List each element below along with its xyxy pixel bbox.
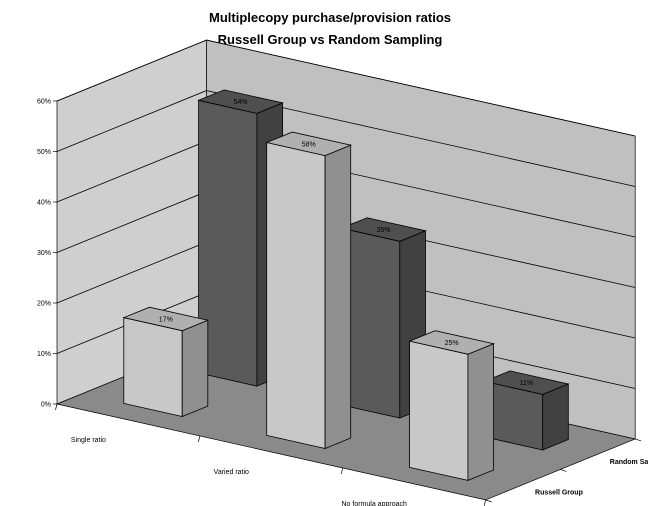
data-label: 25%	[445, 340, 459, 347]
bar-top	[265, 131, 353, 157]
chart-title-line-2: Russell Group vs Random Sampling	[218, 32, 443, 47]
bar-side	[467, 343, 495, 481]
bar-front	[123, 317, 183, 417]
bar: 25%	[408, 330, 495, 481]
z-tick-mark	[485, 499, 492, 503]
y-tick-label: 0%	[41, 402, 51, 409]
y-tick-label: 30%	[37, 250, 51, 257]
x-tick-label: Varied ratio	[214, 469, 249, 476]
y-tick-label: 10%	[37, 351, 51, 358]
bar: 58%	[265, 131, 353, 450]
y-tick-label: 20%	[37, 301, 51, 308]
x-tick-mark	[340, 467, 344, 475]
bar-top	[340, 217, 427, 242]
data-label: 11%	[520, 380, 534, 387]
plot-area: 0% 10% 20% 30% 40% 50% 60% Single ratio Varied r…	[37, 39, 648, 506]
z-tick-mark	[635, 438, 642, 442]
y-tick-label: 40%	[37, 200, 51, 207]
data-label: 58%	[302, 141, 316, 148]
gridline	[56, 90, 636, 187]
data-label: 17%	[159, 316, 173, 323]
gridline	[56, 39, 636, 137]
bar-top	[122, 306, 210, 332]
x-tick-mark	[198, 435, 201, 443]
bar-front	[266, 142, 326, 449]
x-tick-mark	[55, 403, 58, 411]
bar: 17%	[122, 306, 210, 418]
x-tick-label: Single ratio	[71, 437, 106, 444]
data-label: 54%	[234, 99, 248, 106]
bar-top	[482, 370, 570, 395]
bar-top	[197, 89, 284, 114]
chart-title-line-1: Multiplecopy purchase/provision ratios	[209, 10, 451, 25]
series-label: Random Sampling	[610, 459, 648, 466]
bar-side	[181, 319, 209, 418]
bar-side	[324, 144, 352, 450]
x-tick-label: No formula approach	[342, 501, 407, 506]
bar-side	[542, 383, 569, 451]
bar-front	[409, 340, 469, 481]
y-tick-label: 60%	[37, 99, 51, 106]
z-tick-mark	[560, 469, 567, 472]
y-tick-label: 50%	[37, 149, 51, 156]
data-label: 35%	[376, 227, 390, 234]
bar-top	[408, 330, 495, 355]
bar: 11%	[482, 370, 570, 451]
series-label: Russell Group	[535, 490, 583, 497]
x-tick-mark	[483, 499, 486, 506]
